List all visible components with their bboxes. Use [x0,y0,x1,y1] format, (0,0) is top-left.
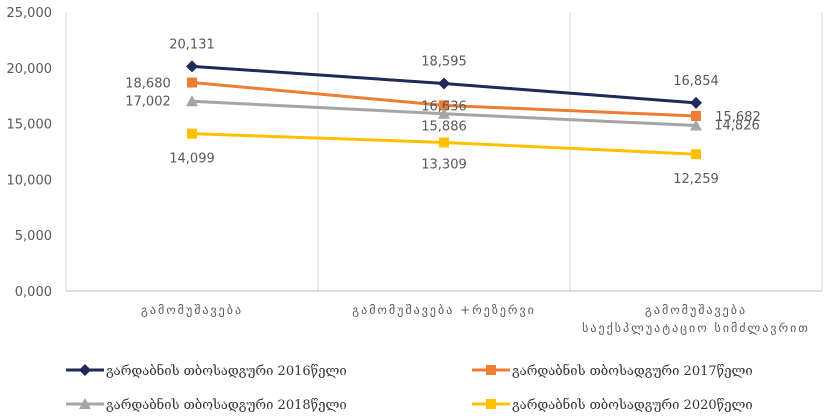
x-category-label: გამომუშავება [645,303,747,317]
data-label: 13,309 [421,157,467,172]
data-point [439,100,449,111]
data-point [438,107,450,119]
data-label: 15,682 [715,110,761,125]
legend-label: გარდაბნის თბოსადგური 2016წელი [106,363,347,379]
legend-label: გარდაბნის თბოსადგური 2018წელი [106,397,347,413]
data-point [187,77,197,88]
data-label: 16,636 [421,99,467,114]
data-label: 15,886 [421,120,467,135]
data-point [690,119,702,131]
y-tick-label: 20,000 [7,62,53,77]
legend-label: გარდაბნის თბოსადგური 2017წელი [512,363,753,379]
data-label: 16,854 [673,74,719,89]
data-point [438,77,450,90]
y-tick-label: 15,000 [7,118,53,133]
data-label: 18,680 [125,77,171,92]
x-category-label: საექსპლუატაციო სიმძლავრით [582,321,810,335]
data-label: 17,002 [125,94,171,109]
data-point [691,110,701,121]
y-tick-label: 10,000 [7,173,53,188]
legend-marker [79,398,91,409]
y-tick-label: 5,000 [15,229,52,244]
data-label: 14,099 [169,152,215,167]
data-point [186,95,198,107]
legend-marker [79,364,91,376]
data-point [187,128,197,139]
data-label: 12,259 [673,172,719,187]
data-label: 14,826 [714,119,760,134]
data-label: 18,595 [421,54,467,69]
y-tick-label: 0,000 [15,285,52,300]
data-label: 20,131 [169,37,215,52]
legend-label: გარდაბნის თბოსადგური 2020წელი [512,397,753,413]
data-point [186,60,198,73]
x-category-label: გამომუშავება +რეზერვი [352,303,536,317]
legend-marker [486,399,496,409]
y-tick-label: 25,000 [7,6,53,21]
legend-marker [486,365,496,375]
x-category-label: გამომუშავება [141,303,243,317]
data-point [690,96,702,109]
data-point [439,137,449,148]
data-point [691,149,701,160]
